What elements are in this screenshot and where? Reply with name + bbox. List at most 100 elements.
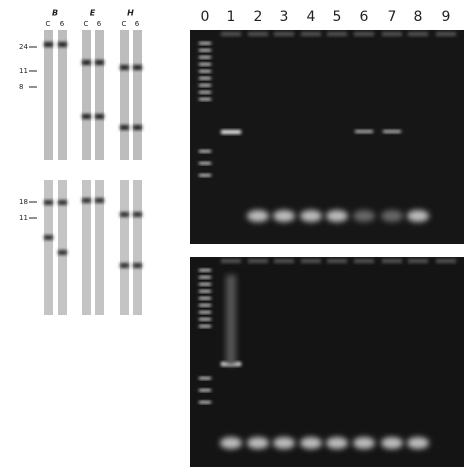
ladder-band <box>199 162 211 165</box>
blot-strip <box>82 30 91 160</box>
primer-band <box>381 437 403 449</box>
group-label: B <box>52 9 58 18</box>
ladder-band <box>199 56 211 59</box>
blot-band <box>95 114 104 119</box>
blot-strip <box>95 30 104 160</box>
well <box>248 32 268 36</box>
ladder-band <box>199 91 211 94</box>
size-marker: 18 <box>19 198 28 206</box>
blot-strip <box>58 30 67 160</box>
lane-number: 7 <box>388 9 397 25</box>
ladder-band <box>199 325 211 328</box>
ladder-band <box>199 84 211 87</box>
lane-label: 6 <box>60 20 65 28</box>
ladder-band <box>199 98 211 101</box>
blot-strip <box>58 180 67 315</box>
ladder-band <box>199 290 211 293</box>
lane-number: 5 <box>333 9 342 25</box>
lane-label: C <box>122 20 127 28</box>
lane-label: 6 <box>97 20 102 28</box>
blot-band <box>58 200 67 205</box>
ladder-band <box>199 304 211 307</box>
blot-band <box>120 65 129 70</box>
well <box>327 259 347 263</box>
blot-strip <box>120 180 129 315</box>
ladder-band <box>199 269 211 272</box>
primer-band <box>300 437 322 449</box>
ladder-band <box>199 311 211 314</box>
blot-band <box>133 263 142 268</box>
blot-band <box>44 235 53 240</box>
ladder-band <box>199 63 211 66</box>
smear <box>226 275 236 365</box>
gel-top <box>190 30 464 244</box>
well <box>354 259 374 263</box>
blot-strip <box>120 30 129 160</box>
product-band <box>221 130 241 134</box>
ladder-band <box>199 401 211 404</box>
lane-label: C <box>46 20 51 28</box>
blot-band <box>133 212 142 217</box>
product-band <box>355 130 373 133</box>
lane-number: 8 <box>414 9 423 25</box>
lane-number: 0 <box>201 9 210 25</box>
blot-band <box>95 60 104 65</box>
ladder-band <box>199 283 211 286</box>
ladder-band <box>199 174 211 177</box>
primer-band <box>300 210 322 222</box>
blot-band <box>133 125 142 130</box>
ladder-band <box>199 70 211 73</box>
well <box>436 32 456 36</box>
well <box>436 259 456 263</box>
primer-band <box>353 437 375 449</box>
lane-number: 4 <box>307 9 316 25</box>
well <box>408 259 428 263</box>
blot-strip <box>133 30 142 160</box>
primer-band <box>353 210 375 222</box>
size-marker: 8 <box>19 83 23 91</box>
well <box>221 32 241 36</box>
primer-band <box>273 210 295 222</box>
lane-label: 6 <box>135 20 140 28</box>
blot-band <box>58 250 67 255</box>
well <box>382 32 402 36</box>
product-band <box>383 130 401 133</box>
blot-band <box>58 42 67 47</box>
ladder-band <box>199 377 211 380</box>
size-marker: 11 <box>19 67 28 75</box>
blot-strip <box>82 180 91 315</box>
well <box>301 32 321 36</box>
primer-band <box>407 437 429 449</box>
blot-strip <box>44 30 53 160</box>
well <box>382 259 402 263</box>
primer-band <box>407 210 429 222</box>
primer-band <box>220 437 242 449</box>
well <box>408 32 428 36</box>
blot-band <box>95 198 104 203</box>
primer-band <box>247 210 269 222</box>
lane-number: 9 <box>442 9 451 25</box>
blot-strip <box>44 180 53 315</box>
primer-band <box>247 437 269 449</box>
ladder-band <box>199 297 211 300</box>
primer-band <box>273 437 295 449</box>
blot-band <box>44 200 53 205</box>
gel-bands <box>199 32 456 449</box>
primer-band <box>326 437 348 449</box>
blot-strip <box>133 180 142 315</box>
blot-band <box>82 198 91 203</box>
blot-band <box>82 60 91 65</box>
group-label: E <box>90 9 96 18</box>
well <box>221 259 241 263</box>
well <box>301 259 321 263</box>
lane-number: 3 <box>280 9 289 25</box>
blot-band <box>133 65 142 70</box>
ladder-band <box>199 49 211 52</box>
blot-strip <box>95 180 104 315</box>
ladder-band <box>199 276 211 279</box>
primer-band <box>326 210 348 222</box>
ladder-band <box>199 150 211 153</box>
blot-band <box>82 114 91 119</box>
